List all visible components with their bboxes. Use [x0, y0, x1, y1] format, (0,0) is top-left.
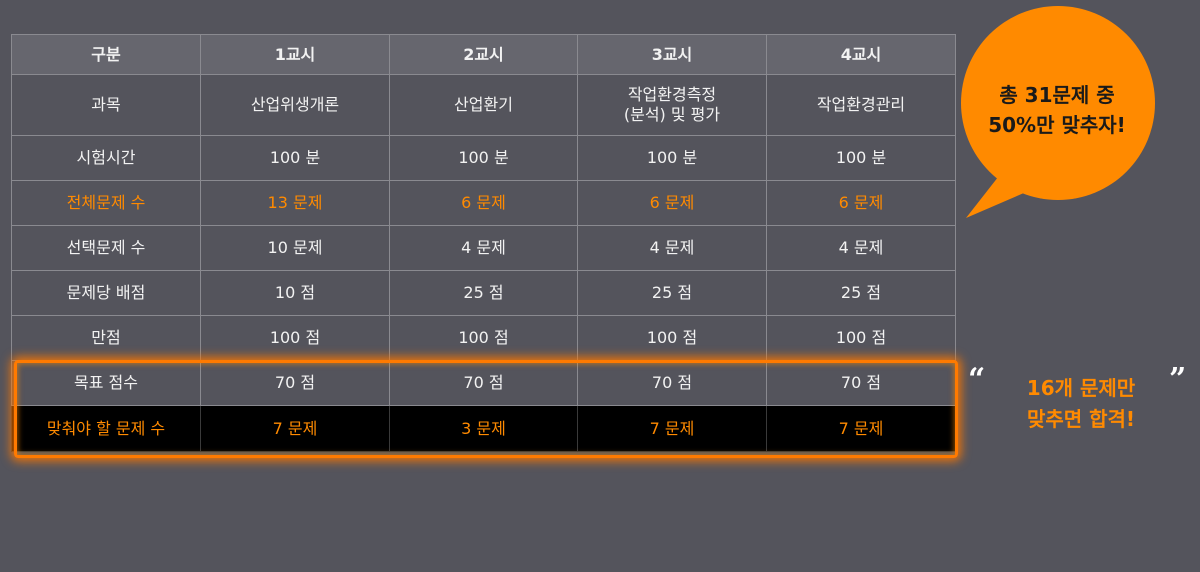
row-label: 만점 — [11, 315, 201, 361]
table-row-full-score: 만점 100 점 100 점 100 점 100 점 — [11, 315, 956, 361]
table-cell: 7 문제 — [577, 405, 767, 452]
table-cell: 70 점 — [389, 360, 578, 406]
table-cell-line: (분석) 및 평가 — [623, 105, 721, 124]
bubble-line-1: 총 31문제 중 — [999, 83, 1115, 107]
table-row-total-questions: 전체문제 수 13 문제 6 문제 6 문제 6 문제 — [11, 180, 956, 226]
row-label: 문제당 배점 — [11, 270, 201, 316]
speech-bubble-text: 총 31문제 중 50%만 맞추자! — [944, 80, 1170, 140]
table-header-row: 구분 1교시 2교시 3교시 4교시 — [11, 34, 956, 75]
table-cell: 70 점 — [200, 360, 390, 406]
header-cell-category: 구분 — [11, 34, 201, 75]
table-cell: 25 점 — [577, 270, 767, 316]
table-cell: 70 점 — [766, 360, 956, 406]
table-row-selected-questions: 선택문제 수 10 문제 4 문제 4 문제 4 문제 — [11, 225, 956, 271]
bubble-line-2: 50%만 맞추자! — [988, 113, 1126, 137]
quote-text: 16개 문제만 맞추면 합격! — [966, 373, 1196, 435]
table-row-subject: 과목 산업위생개론 산업환기 작업환경측정 (분석) 및 평가 작업환경관리 — [11, 74, 956, 136]
table-cell: 70 점 — [577, 360, 767, 406]
table-cell: 6 문제 — [577, 180, 767, 226]
speech-bubble: 총 31문제 중 50%만 맞추자! — [944, 6, 1170, 220]
table-cell-line: 작업환경측정 — [627, 85, 717, 104]
table-cell: 100 분 — [389, 135, 578, 181]
table-cell: 10 점 — [200, 270, 390, 316]
table-cell: 100 점 — [766, 315, 956, 361]
table-cell: 100 점 — [389, 315, 578, 361]
table-cell: 산업위생개론 — [200, 74, 390, 136]
table-cell: 6 문제 — [389, 180, 578, 226]
close-quote-icon: ” — [1169, 362, 1187, 397]
row-label: 목표 점수 — [11, 360, 201, 406]
table-cell: 3 문제 — [389, 405, 578, 452]
table-cell: 13 문제 — [200, 180, 390, 226]
pass-quote: “ ” 16개 문제만 맞추면 합격! — [966, 365, 1196, 455]
quote-line-2: 맞추면 합격! — [1026, 407, 1136, 431]
exam-schedule-table: 구분 1교시 2교시 3교시 4교시 과목 산업위생개론 산업환기 작업환경측정… — [11, 34, 956, 452]
table-row-required-correct: 맞춰야 할 문제 수 7 문제 3 문제 7 문제 7 문제 — [11, 405, 956, 452]
header-cell-period-1: 1교시 — [200, 34, 390, 75]
header-cell-period-2: 2교시 — [389, 34, 578, 75]
table-cell: 100 분 — [200, 135, 390, 181]
row-label: 과목 — [11, 74, 201, 136]
table-cell: 100 점 — [577, 315, 767, 361]
table-cell: 7 문제 — [766, 405, 956, 452]
header-cell-period-4: 4교시 — [766, 34, 956, 75]
table-cell: 7 문제 — [200, 405, 390, 452]
table-cell: 6 문제 — [766, 180, 956, 226]
table-cell: 산업환기 — [389, 74, 578, 136]
table-row-target-score: 목표 점수 70 점 70 점 70 점 70 점 — [11, 360, 956, 406]
table-cell: 10 문제 — [200, 225, 390, 271]
table-cell: 100 점 — [200, 315, 390, 361]
header-cell-period-3: 3교시 — [577, 34, 767, 75]
table-cell: 25 점 — [766, 270, 956, 316]
table-cell: 4 문제 — [389, 225, 578, 271]
table-row-exam-time: 시험시간 100 분 100 분 100 분 100 분 — [11, 135, 956, 181]
quote-line-1: 16개 문제만 — [1026, 376, 1136, 400]
row-label: 전체문제 수 — [11, 180, 201, 226]
table-cell: 작업환경측정 (분석) 및 평가 — [577, 74, 767, 136]
row-label: 맞춰야 할 문제 수 — [11, 405, 201, 452]
table-cell: 100 분 — [577, 135, 767, 181]
speech-bubble-shape — [961, 6, 1155, 218]
table-cell: 25 점 — [389, 270, 578, 316]
table-cell: 4 문제 — [766, 225, 956, 271]
table-cell: 4 문제 — [577, 225, 767, 271]
open-quote-icon: “ — [968, 362, 986, 397]
table-row-points-per-question: 문제당 배점 10 점 25 점 25 점 25 점 — [11, 270, 956, 316]
table-cell: 100 분 — [766, 135, 956, 181]
exam-table-container: 구분 1교시 2교시 3교시 4교시 과목 산업위생개론 산업환기 작업환경측정… — [11, 34, 958, 458]
row-label: 시험시간 — [11, 135, 201, 181]
row-label: 선택문제 수 — [11, 225, 201, 271]
table-cell: 작업환경관리 — [766, 74, 956, 136]
